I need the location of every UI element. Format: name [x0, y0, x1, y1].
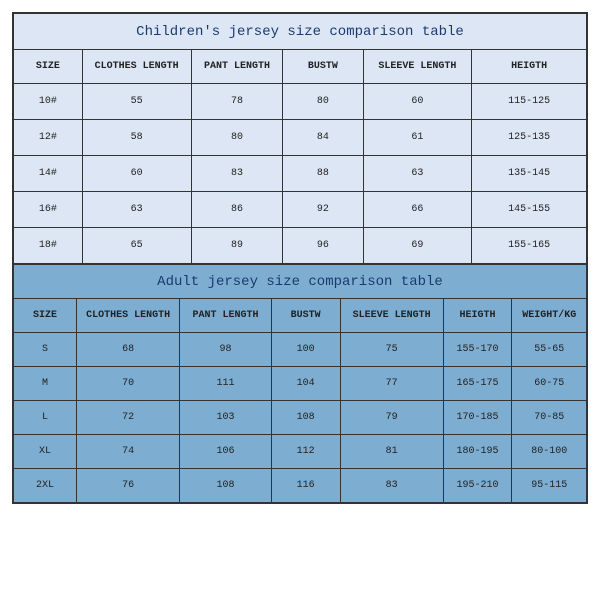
cell: 60 [363, 84, 472, 120]
cell: 83 [191, 156, 283, 192]
cell: M [14, 367, 77, 401]
cell: 79 [340, 401, 443, 435]
table-row: S 68 98 100 75 155-170 55-65 [14, 333, 587, 367]
cell: 84 [283, 120, 363, 156]
children-table-title: Children's jersey size comparison table [14, 14, 587, 50]
cell: 2XL [14, 469, 77, 503]
adult-size-table: Adult jersey size comparison table SIZE … [13, 264, 587, 503]
cell: 72 [77, 401, 180, 435]
cell: 76 [77, 469, 180, 503]
table-row: XL 74 106 112 81 180-195 80-100 [14, 435, 587, 469]
cell: 155-165 [472, 228, 587, 264]
cell: 58 [82, 120, 191, 156]
cell: 111 [180, 367, 272, 401]
col-weight: WEIGHT/KG [512, 299, 587, 333]
table-row: 18# 65 89 96 69 155-165 [14, 228, 587, 264]
cell: 170-185 [443, 401, 512, 435]
adult-table-title: Adult jersey size comparison table [14, 265, 587, 299]
cell: 77 [340, 367, 443, 401]
cell: 14# [14, 156, 83, 192]
cell: 10# [14, 84, 83, 120]
cell: 63 [82, 192, 191, 228]
children-size-table: Children's jersey size comparison table … [13, 13, 587, 264]
cell: 55-65 [512, 333, 587, 367]
table-row: 14# 60 83 88 63 135-145 [14, 156, 587, 192]
cell: 103 [180, 401, 272, 435]
cell: 83 [340, 469, 443, 503]
table-row: M 70 111 104 77 165-175 60-75 [14, 367, 587, 401]
size-chart-container: Children's jersey size comparison table … [12, 12, 588, 504]
cell: 78 [191, 84, 283, 120]
cell: 96 [283, 228, 363, 264]
cell: 80 [191, 120, 283, 156]
col-clothes-length: CLOTHES LENGTH [77, 299, 180, 333]
cell: 95-115 [512, 469, 587, 503]
cell: 195-210 [443, 469, 512, 503]
cell: 60 [82, 156, 191, 192]
cell: 112 [271, 435, 340, 469]
col-bustw: BUSTW [283, 50, 363, 84]
cell: S [14, 333, 77, 367]
cell: 135-145 [472, 156, 587, 192]
cell: 18# [14, 228, 83, 264]
cell: L [14, 401, 77, 435]
cell: 81 [340, 435, 443, 469]
col-heigth: HEIGTH [443, 299, 512, 333]
cell: 88 [283, 156, 363, 192]
col-size: SIZE [14, 299, 77, 333]
cell: 65 [82, 228, 191, 264]
cell: 125-135 [472, 120, 587, 156]
cell: 61 [363, 120, 472, 156]
cell: 106 [180, 435, 272, 469]
adult-header-row: SIZE CLOTHES LENGTH PANT LENGTH BUSTW SL… [14, 299, 587, 333]
cell: 60-75 [512, 367, 587, 401]
cell: 63 [363, 156, 472, 192]
col-clothes-length: CLOTHES LENGTH [82, 50, 191, 84]
table-row: L 72 103 108 79 170-185 70-85 [14, 401, 587, 435]
col-bustw: BUSTW [271, 299, 340, 333]
table-row: 10# 55 78 80 60 115-125 [14, 84, 587, 120]
cell: 69 [363, 228, 472, 264]
children-header-row: SIZE CLOTHES LENGTH PANT LENGTH BUSTW SL… [14, 50, 587, 84]
col-pant-length: PANT LENGTH [180, 299, 272, 333]
col-heigth: HEIGTH [472, 50, 587, 84]
col-sleeve-length: SLEEVE LENGTH [340, 299, 443, 333]
cell: 75 [340, 333, 443, 367]
cell: 98 [180, 333, 272, 367]
cell: 89 [191, 228, 283, 264]
col-sleeve-length: SLEEVE LENGTH [363, 50, 472, 84]
cell: 66 [363, 192, 472, 228]
cell: 70-85 [512, 401, 587, 435]
cell: 116 [271, 469, 340, 503]
cell: 68 [77, 333, 180, 367]
cell: 80-100 [512, 435, 587, 469]
cell: 80 [283, 84, 363, 120]
cell: 108 [271, 401, 340, 435]
cell: XL [14, 435, 77, 469]
cell: 86 [191, 192, 283, 228]
cell: 74 [77, 435, 180, 469]
cell: 104 [271, 367, 340, 401]
cell: 92 [283, 192, 363, 228]
table-row: 16# 63 86 92 66 145-155 [14, 192, 587, 228]
cell: 70 [77, 367, 180, 401]
cell: 108 [180, 469, 272, 503]
table-row: 2XL 76 108 116 83 195-210 95-115 [14, 469, 587, 503]
cell: 145-155 [472, 192, 587, 228]
cell: 180-195 [443, 435, 512, 469]
cell: 100 [271, 333, 340, 367]
cell: 55 [82, 84, 191, 120]
cell: 165-175 [443, 367, 512, 401]
cell: 115-125 [472, 84, 587, 120]
table-row: 12# 58 80 84 61 125-135 [14, 120, 587, 156]
cell: 155-170 [443, 333, 512, 367]
col-size: SIZE [14, 50, 83, 84]
cell: 12# [14, 120, 83, 156]
col-pant-length: PANT LENGTH [191, 50, 283, 84]
cell: 16# [14, 192, 83, 228]
